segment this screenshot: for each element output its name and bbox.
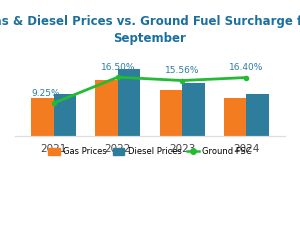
Bar bbox=[118, 70, 140, 136]
Text: 15.56%: 15.56% bbox=[165, 66, 200, 75]
Title: Gas & Diesel Prices vs. Ground Fuel Surcharge for
September: Gas & Diesel Prices vs. Ground Fuel Surc… bbox=[0, 15, 300, 45]
Bar bbox=[246, 94, 269, 136]
Bar bbox=[224, 98, 246, 136]
Text: 16.40%: 16.40% bbox=[229, 63, 264, 72]
Text: 9.25%: 9.25% bbox=[32, 89, 60, 98]
Bar bbox=[95, 80, 118, 136]
Bar bbox=[31, 98, 54, 136]
Bar bbox=[182, 83, 205, 136]
Bar bbox=[54, 94, 76, 136]
Text: 16.50%: 16.50% bbox=[100, 63, 135, 72]
Legend: Gas Prices, Diesel Prices, Ground FSC: Gas Prices, Diesel Prices, Ground FSC bbox=[45, 144, 255, 160]
Bar bbox=[160, 90, 182, 136]
